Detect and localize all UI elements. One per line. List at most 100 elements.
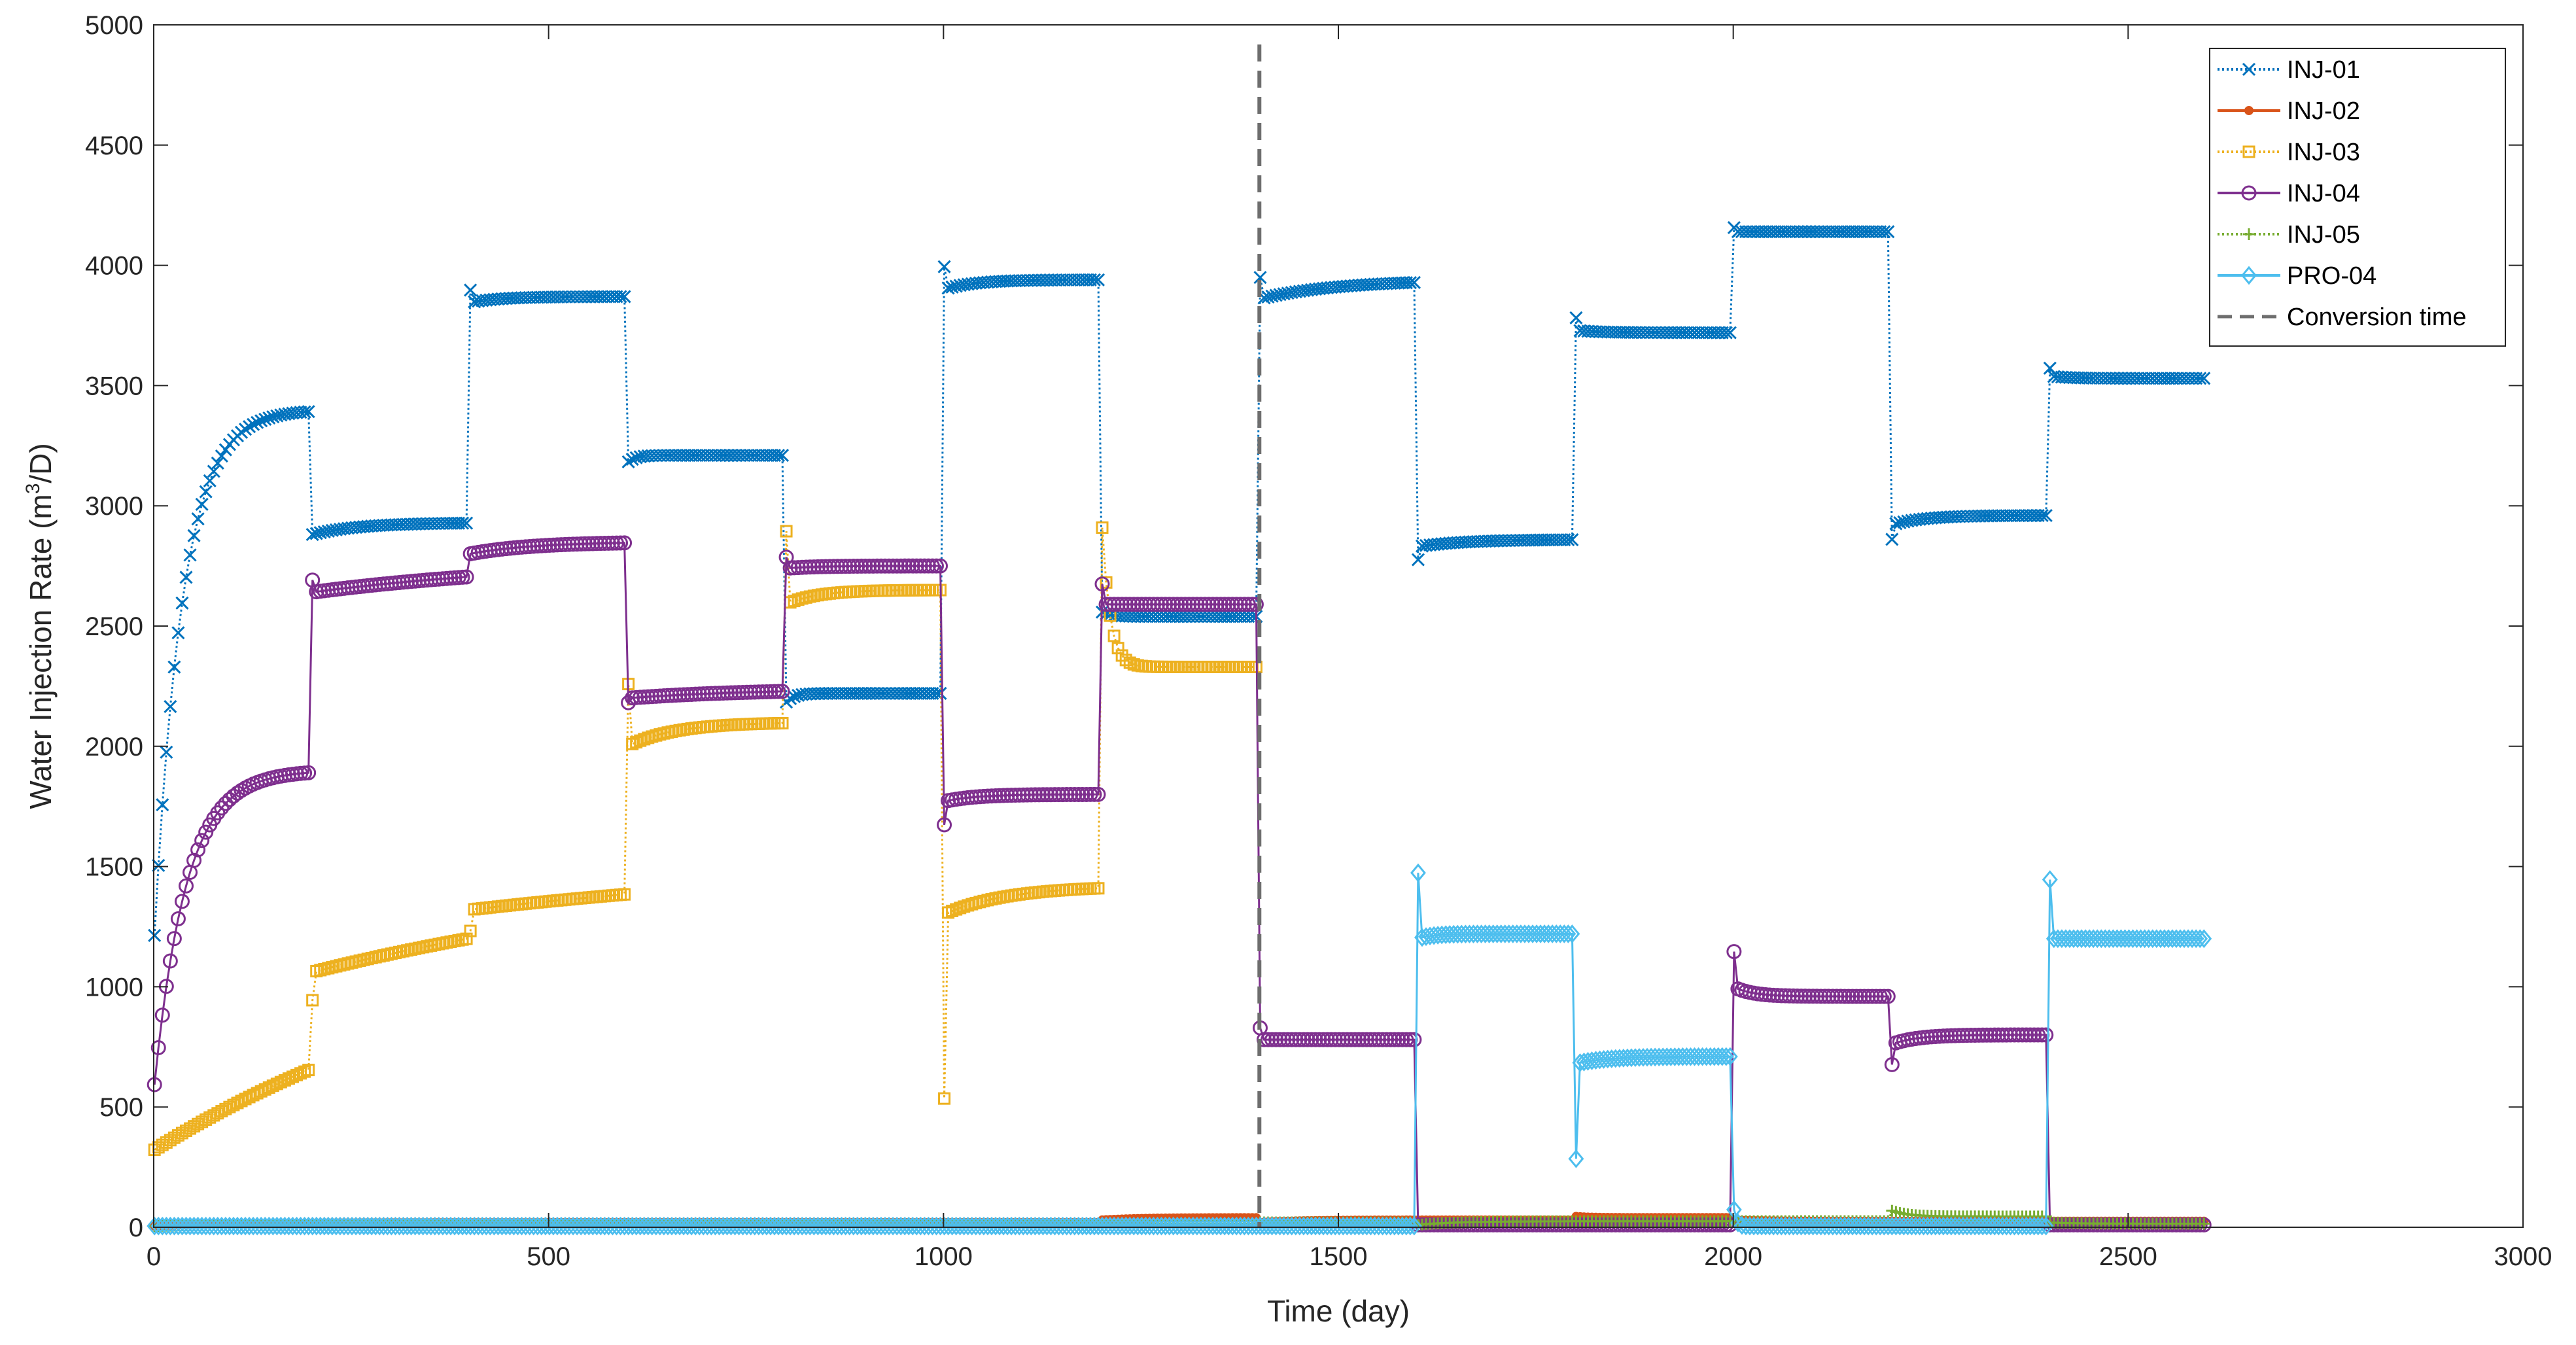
legend-marker — [2244, 106, 2254, 115]
data-point — [618, 290, 631, 304]
data-point — [306, 994, 319, 1007]
data-point — [1967, 1027, 1983, 1043]
data-point — [1406, 1216, 1422, 1236]
data-point — [1327, 1032, 1343, 1047]
data-point — [243, 420, 256, 434]
data-point — [2038, 1027, 2054, 1043]
data-point — [179, 878, 194, 894]
data-point — [1087, 273, 1101, 287]
data-point — [1284, 1032, 1300, 1047]
data-point — [788, 595, 801, 608]
data-point — [646, 730, 659, 743]
data-point — [1248, 597, 1264, 612]
data-point — [1015, 787, 1031, 803]
data-point — [199, 485, 213, 498]
data-point — [1781, 988, 1797, 1004]
data-point — [593, 536, 608, 551]
data-point — [1399, 1032, 1414, 1047]
data-point — [1096, 521, 1109, 534]
data-point — [1864, 988, 1880, 1004]
data-point — [247, 1089, 260, 1102]
data-point — [735, 684, 751, 700]
data-point — [1889, 517, 1903, 531]
data-point — [1087, 786, 1102, 802]
data-point — [1189, 597, 1205, 612]
y-tick-label: 2000 — [85, 733, 143, 761]
data-point — [1225, 597, 1240, 612]
data-point — [854, 558, 869, 574]
data-point — [1355, 1032, 1370, 1047]
data-point — [723, 685, 739, 701]
data-point — [1141, 597, 1157, 612]
data-point — [227, 1098, 240, 1111]
data-point — [152, 858, 165, 873]
x-axis-title: Time (day) — [1267, 1294, 1410, 1328]
data-point — [928, 558, 944, 574]
data-point — [1837, 988, 1853, 1004]
data-point — [1403, 275, 1417, 290]
legend-marker — [2243, 228, 2255, 240]
data-point — [1221, 597, 1236, 612]
data-point — [1881, 225, 1895, 239]
data-point — [456, 516, 470, 530]
data-point — [1849, 988, 1864, 1004]
data-point — [788, 690, 801, 703]
data-point — [1564, 924, 1580, 943]
data-point — [167, 660, 181, 674]
data-point — [585, 536, 600, 551]
data-point — [160, 745, 173, 759]
data-point — [1987, 1027, 2002, 1043]
data-point — [1599, 1049, 1616, 1069]
data-point — [618, 888, 631, 901]
data-point — [621, 695, 636, 710]
data-point — [1785, 988, 1801, 1004]
data-point — [973, 896, 986, 909]
data-point — [1315, 1032, 1331, 1047]
data-point — [148, 928, 162, 943]
data-point — [1825, 988, 1841, 1004]
data-point — [1079, 786, 1094, 802]
data-point — [231, 1096, 244, 1109]
data-point — [1094, 576, 1110, 592]
data-point — [1387, 1032, 1402, 1047]
data-point — [166, 931, 182, 947]
data-point — [1793, 988, 1809, 1004]
data-point — [1107, 629, 1121, 642]
data-point — [262, 411, 276, 425]
y-tick-label: 0 — [129, 1214, 143, 1242]
data-point — [950, 903, 963, 916]
data-point — [258, 412, 272, 426]
data-point — [2011, 1027, 2027, 1043]
data-point — [1197, 597, 1213, 612]
data-point — [239, 1092, 252, 1106]
data-point — [1998, 1027, 2014, 1043]
data-point — [1565, 533, 1579, 547]
data-point — [751, 684, 767, 700]
data-point — [1723, 326, 1737, 340]
data-point — [1845, 988, 1860, 1004]
data-point — [1809, 988, 1825, 1004]
data-point — [171, 626, 185, 640]
data-point — [1971, 1027, 1987, 1043]
data-point — [1963, 1028, 1979, 1043]
data-point — [1789, 988, 1805, 1004]
data-point — [183, 548, 197, 562]
data-point — [1371, 1032, 1387, 1047]
data-point — [1261, 1032, 1276, 1047]
data-point — [211, 456, 224, 470]
data-point — [920, 558, 936, 574]
data-point — [996, 788, 1011, 803]
data-point — [1075, 786, 1090, 802]
y-tick-label: 5000 — [85, 11, 143, 40]
data-point — [614, 290, 627, 304]
data-point — [885, 558, 901, 574]
data-point — [1943, 1028, 1959, 1043]
data-point — [589, 536, 604, 551]
data-point — [865, 558, 881, 574]
data-point — [1580, 1052, 1596, 1071]
y-axis: 0 500 1000 1500 2000 2500 3000 3500 4000 4500 5000 — [85, 11, 2523, 1242]
data-point — [1083, 786, 1098, 802]
data-point — [1181, 597, 1197, 612]
data-point — [1560, 924, 1576, 943]
data-point — [1595, 1050, 1612, 1069]
